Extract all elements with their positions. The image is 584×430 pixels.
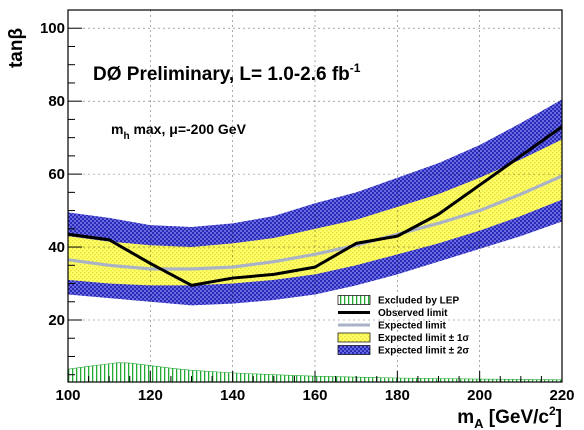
legend-label-expected: Expected limit (378, 321, 446, 332)
x-tick-label: 160 (302, 387, 327, 404)
y-tick-label: 80 (48, 93, 65, 110)
x-tick-label: 200 (467, 387, 492, 404)
y-tick-label: 40 (48, 239, 65, 256)
x-tick-label: 120 (138, 387, 163, 404)
legend-label-band2: Expected limit ± 2σ (378, 346, 469, 357)
legend-entry-observed: Observed limit (338, 308, 448, 319)
experiment-main-text: DØ Preliminary, L= 1.0-2.6 fb (93, 64, 350, 85)
scenario-m: m (111, 121, 123, 137)
expected-limit-line (68, 174, 562, 271)
band-1sigma (68, 139, 562, 286)
x-tick-label: 140 (220, 387, 245, 404)
y-tick-label: 20 (48, 312, 65, 329)
legend-label-band1: Expected limit ± 1σ (378, 333, 469, 344)
axes: 100 120 140 160 180 200 220 20 40 60 80 100 (40, 9, 575, 404)
legend-label-observed: Observed limit (378, 308, 448, 319)
legend-entry-band1: Expected limit ± 1σ (337, 332, 469, 344)
experiment-annotation: DØ Preliminary, L= 1.0-2.6 fb-1 (93, 61, 361, 85)
experiment-superscript: -1 (350, 61, 361, 75)
observed-limit-line (68, 125, 562, 287)
x-tick-label: 180 (385, 387, 410, 404)
legend-entry-band2: Expected limit ± 2σ (337, 345, 469, 357)
legend-label-lep: Excluded by LEP (378, 296, 459, 307)
x-tick-label: 100 (55, 387, 80, 404)
y-tick-label: 60 (48, 166, 65, 183)
y-tick-label: 100 (40, 20, 65, 37)
legend-entry-expected: Expected limit (338, 321, 446, 332)
scenario-rest: max, μ=-200 GeV (130, 121, 247, 137)
scenario-annotation: mh max, μ=-200 GeV (111, 121, 247, 142)
expected-bands (68, 99, 562, 306)
limit-lines (68, 125, 562, 287)
y-axis-title: tanβ (6, 28, 27, 68)
legend-swatch-lep (337, 295, 371, 305)
x-tick-label: 220 (549, 387, 574, 404)
legend-swatch-band1 (337, 332, 371, 343)
scenario-subscript: h (123, 131, 129, 142)
legend-entry-lep: Excluded by LEP (337, 295, 459, 307)
grid-lines (68, 10, 562, 382)
x-axis-title: mA [GeV/c2] (457, 404, 562, 430)
legend-swatch-band2 (337, 345, 371, 355)
